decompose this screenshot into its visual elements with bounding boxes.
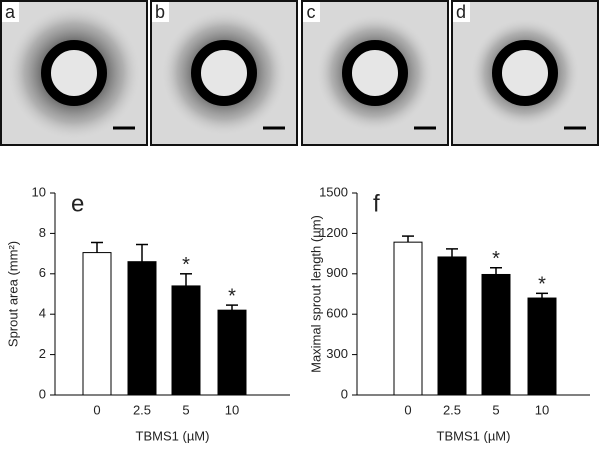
bar bbox=[481, 273, 511, 396]
y-tick-label: 2 bbox=[39, 346, 46, 361]
ring bbox=[492, 40, 558, 106]
panel-label: d bbox=[456, 2, 466, 22]
panel-label: f bbox=[373, 190, 380, 217]
bar bbox=[82, 252, 112, 396]
ring bbox=[191, 40, 257, 106]
bar bbox=[437, 256, 467, 396]
significance: * bbox=[228, 285, 236, 307]
y-tick-label: 1200 bbox=[319, 225, 348, 240]
x-axis-label: TBMS1 (µM) bbox=[437, 428, 511, 443]
x-tick-label: 10 bbox=[535, 402, 549, 417]
panel-label: e bbox=[71, 190, 84, 217]
label-box bbox=[152, 2, 169, 22]
ring bbox=[41, 40, 107, 106]
bar bbox=[171, 285, 201, 396]
y-tick-label: 8 bbox=[39, 225, 46, 240]
ring bbox=[342, 40, 408, 106]
x-tick-label: 0 bbox=[404, 402, 411, 417]
y-tick-label: 600 bbox=[326, 306, 348, 321]
panel-label: c bbox=[307, 2, 316, 22]
panel-label: a bbox=[5, 2, 16, 22]
y-tick-label: 10 bbox=[32, 184, 46, 199]
x-tick-label: 2.5 bbox=[443, 402, 461, 417]
significance: * bbox=[492, 248, 500, 270]
y-tick-label: 0 bbox=[39, 386, 46, 401]
significance: * bbox=[182, 254, 190, 276]
y-tick-label: 900 bbox=[326, 265, 348, 280]
y-tick-label: 1500 bbox=[319, 184, 348, 199]
panel-label: b bbox=[155, 2, 165, 22]
bar bbox=[393, 241, 423, 396]
label-box bbox=[2, 2, 19, 22]
x-tick-label: 10 bbox=[225, 402, 239, 417]
y-tick-label: 0 bbox=[341, 386, 348, 401]
bar bbox=[527, 297, 557, 396]
x-tick-label: 5 bbox=[182, 402, 189, 417]
y-tick-label: 300 bbox=[326, 346, 348, 361]
x-tick-label: 5 bbox=[492, 402, 499, 417]
y-axis-label: Maximal sprout length (µm) bbox=[308, 215, 323, 373]
label-box bbox=[453, 2, 470, 22]
x-tick-label: 0 bbox=[93, 402, 100, 417]
y-tick-label: 4 bbox=[39, 306, 46, 321]
bar bbox=[127, 261, 157, 396]
significance: * bbox=[538, 274, 546, 296]
bar bbox=[217, 309, 247, 396]
x-axis-label: TBMS1 (µM) bbox=[136, 428, 210, 443]
y-axis-label: Sprout area (mm²) bbox=[5, 241, 20, 347]
label-box bbox=[303, 2, 320, 22]
x-tick-label: 2.5 bbox=[133, 402, 151, 417]
y-tick-label: 6 bbox=[39, 265, 46, 280]
